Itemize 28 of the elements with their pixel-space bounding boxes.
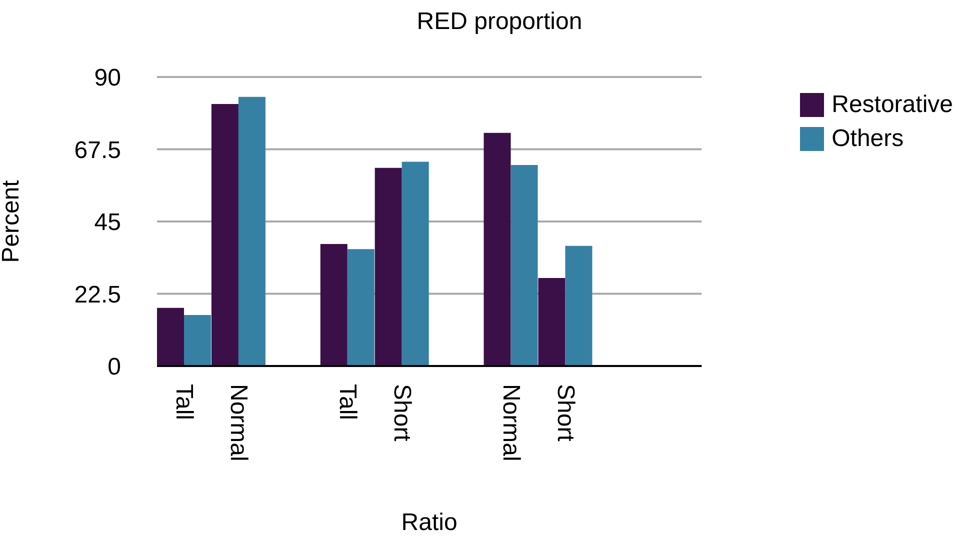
bar <box>565 246 592 366</box>
legend-label: Restorative <box>832 90 953 120</box>
bar <box>402 162 429 366</box>
y-tick-label: 0 <box>108 354 121 381</box>
y-tick-label: 45 <box>94 209 121 236</box>
x-tick-label: Short <box>552 384 579 442</box>
bar <box>184 314 211 366</box>
x-tick-label: Tall <box>170 384 198 420</box>
y-tick-label: 67.5 <box>74 136 121 164</box>
bar <box>238 96 266 366</box>
bar <box>374 168 402 366</box>
bar <box>347 249 374 366</box>
x-tick-label: Normal <box>497 384 524 462</box>
chart-title: RED proportion <box>416 8 584 36</box>
bar <box>484 132 511 366</box>
bar <box>510 164 538 366</box>
bar <box>320 244 348 366</box>
x-tick-label: Short <box>388 384 416 442</box>
bar <box>211 104 238 366</box>
x-tick-label: Normal <box>225 384 252 462</box>
x-tick-label: Tall <box>334 384 362 420</box>
bar <box>157 308 184 366</box>
y-tick-label: 90 <box>94 64 121 92</box>
y-axis-title: Percent <box>0 180 25 263</box>
legend-label: Others <box>832 124 904 154</box>
x-axis-title: Ratio <box>401 509 458 536</box>
y-tick-label: 22.5 <box>74 281 121 308</box>
bar <box>538 278 566 366</box>
